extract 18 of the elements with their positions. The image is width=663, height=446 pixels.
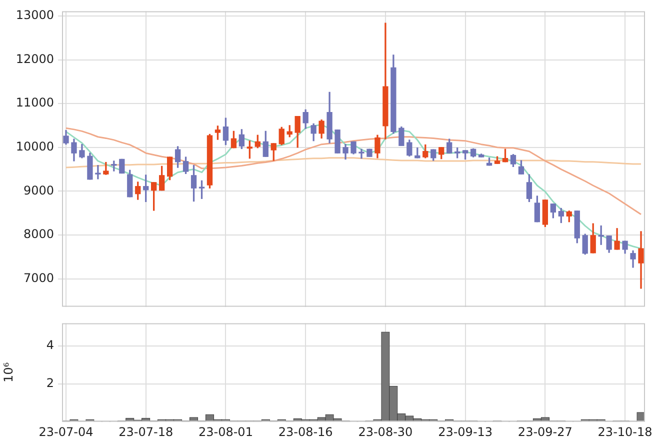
y-axis-title: 10⁶ [1,362,16,382]
y-tick-label: 9000 [23,183,54,198]
y-tick-label: 13000 [16,8,54,22]
x-tick-label: 23-09-27 [518,424,572,439]
x-tick-label: 23-10-18 [598,424,652,439]
y-tick-label: 4 [46,338,54,352]
x-tick-label: 23-08-30 [358,424,413,439]
y-tick-label: 11000 [16,96,54,110]
x-tick-label: 23-07-18 [118,424,174,439]
y-tick-label: 8000 [23,227,54,242]
y-tick-label: 10000 [16,140,54,154]
x-tick-label: 23-08-16 [278,424,333,439]
y-tick-label: 12000 [16,52,54,66]
y-tick-label: 2 [46,376,54,390]
x-tick-label: 23-08-01 [198,424,253,439]
x-tick-label: 23-09-13 [438,424,493,439]
x-tick-label: 23-07-04 [38,424,94,439]
y-tick-label: 7000 [23,270,54,285]
